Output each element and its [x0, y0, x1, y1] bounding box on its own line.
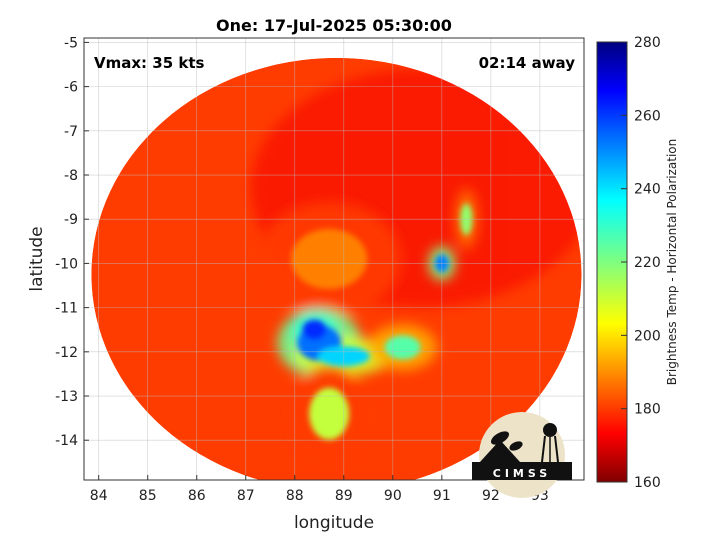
- y-tick-label: -12: [55, 345, 78, 361]
- colorbar-tick-label: 180: [634, 402, 661, 418]
- y-tick-label: -8: [64, 168, 78, 184]
- colorbar-tick-label: 240: [634, 182, 661, 198]
- swath-feature-rainband-south: [309, 387, 350, 440]
- x-tick-label: 92: [482, 488, 500, 504]
- y-tick-label: -13: [55, 389, 78, 405]
- x-tick-label: 91: [433, 488, 451, 504]
- x-tick-label: 85: [139, 488, 157, 504]
- y-tick-label: -11: [55, 301, 78, 317]
- x-tick-label: 90: [384, 488, 402, 504]
- colorbar-ticks: 280 260 240 220 200 180 160: [621, 35, 661, 491]
- y-tick-label: -10: [55, 256, 78, 272]
- colorbar-tick-label: 220: [634, 255, 661, 271]
- y-tick-label: -7: [64, 124, 78, 140]
- x-axis: 84 85 86 87 88 89 90 91 92 93: [90, 475, 549, 504]
- swath-feature-core-convection-2: [302, 319, 327, 340]
- x-tick-label: 86: [188, 488, 206, 504]
- grid-lines: [84, 38, 584, 480]
- swath-feature-eye: [291, 229, 368, 289]
- cimss-logo: CIMSS: [472, 412, 572, 498]
- y-axis: -5 -6 -7 -8 -9 -10 -11 -12 -13 -14: [55, 35, 89, 449]
- colorbar-tick-label: 200: [634, 328, 661, 344]
- y-axis-label: latitude: [27, 226, 47, 291]
- chart-title: One: 17-Jul-2025 05:30:00: [216, 16, 452, 35]
- y-tick-label: -9: [64, 212, 78, 228]
- y-tick-label: -14: [55, 433, 78, 449]
- colorbar: 280 260 240 220 200 180 160 Brightness Temp - …: [596, 35, 679, 491]
- x-tick-label: 88: [286, 488, 304, 504]
- colorbar-label: Brightness Temp - Horizontal Polarizatio…: [665, 139, 679, 386]
- time-away-annotation: 02:14 away: [479, 54, 576, 72]
- x-tick-label: 89: [335, 488, 353, 504]
- x-tick-label: 84: [90, 488, 108, 504]
- x-axis-label: longitude: [294, 513, 374, 533]
- swath-feature-east-cell: [384, 335, 421, 360]
- y-tick-label: -5: [64, 35, 78, 51]
- colorbar-tick-label: 260: [634, 108, 661, 124]
- brightness-temp-swath: [91, 57, 582, 480]
- plot-frame: [83, 37, 585, 481]
- cimss-logo-text: CIMSS: [493, 467, 551, 480]
- x-tick-label: 87: [237, 488, 255, 504]
- vmax-annotation: Vmax: 35 kts: [94, 54, 204, 72]
- colorbar-tick-label: 160: [634, 475, 661, 491]
- colorbar-tick-label: 280: [634, 35, 661, 51]
- y-tick-label: -6: [64, 80, 78, 96]
